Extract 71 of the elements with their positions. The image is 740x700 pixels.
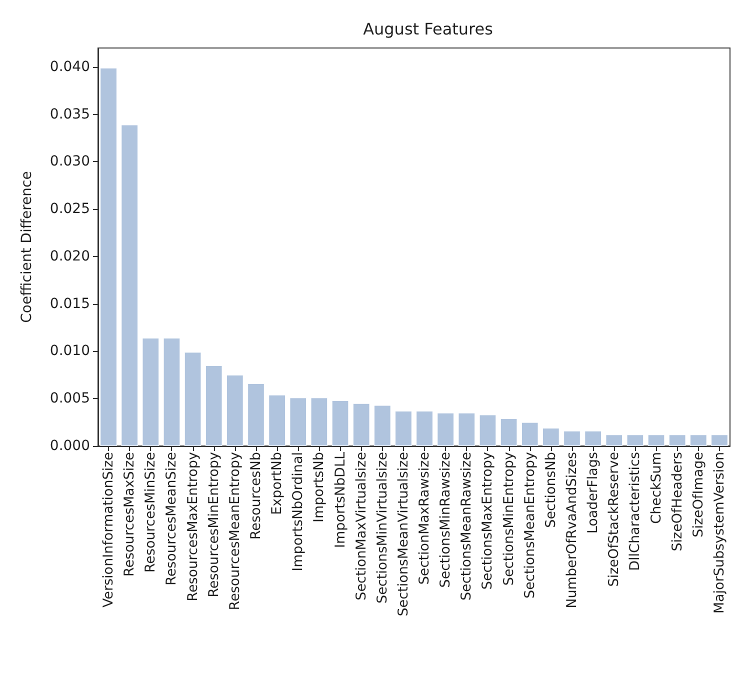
x-tick-label: NumberOfRvaAndSizes <box>564 452 580 608</box>
x-tick-label: ResourcesMinEntropy <box>206 452 222 598</box>
y-tick-label: 0.025 <box>50 201 90 218</box>
x-tick-label: ResourcesMaxSize <box>122 452 138 577</box>
y-tick-label: 0.020 <box>50 248 90 264</box>
x-tick-label: ImportsNbOrdinal <box>290 452 306 572</box>
x-tick-label: SectionsMinEntropy <box>500 452 517 586</box>
x-tick-label: ImportsNbDLL <box>332 452 348 548</box>
bar <box>100 68 117 446</box>
y-tick-label: 0.030 <box>50 154 90 170</box>
y-tick-label: 0.005 <box>50 390 90 407</box>
bar <box>163 338 180 446</box>
bar <box>142 338 160 446</box>
y-tick-label: 0.040 <box>50 58 90 75</box>
bar <box>521 422 538 446</box>
bar <box>690 434 707 446</box>
bar <box>416 410 433 446</box>
x-tick-label: SectionMaxVirtualsize <box>353 452 370 600</box>
x-tick-label: SectionsMinRawsize <box>438 452 454 588</box>
chart-title: August Features <box>363 20 493 38</box>
bar <box>606 434 623 446</box>
x-tick-label: SectionsMeanEntropy <box>522 452 538 598</box>
bar <box>711 434 728 446</box>
bar <box>564 430 580 446</box>
bar <box>332 400 349 446</box>
bar <box>437 412 454 446</box>
y-tick-label: 0.015 <box>50 296 90 312</box>
bar <box>205 365 222 446</box>
bar <box>626 434 644 446</box>
x-tick-label: SectionsMeanRawsize <box>458 452 475 601</box>
x-tick-label: ExportNb <box>269 452 286 515</box>
y-tick-label: 0.000 <box>50 438 90 454</box>
x-tick-label: SectionsMaxEntropy <box>480 452 496 590</box>
x-tick-label: ResourcesMinSize <box>142 452 159 573</box>
bar <box>226 374 244 446</box>
bar <box>584 430 602 446</box>
x-tick-label: LoaderFlags <box>585 452 602 534</box>
x-tick-label: SizeOfStackReserve <box>606 452 622 587</box>
y-axis-title: Coefficient Difference <box>19 171 35 323</box>
bar <box>500 418 518 446</box>
bar <box>458 412 476 446</box>
bar <box>542 428 560 446</box>
bar <box>395 410 412 446</box>
x-tick-label: ResourcesMaxEntropy <box>184 452 201 602</box>
x-tick-label: SectionsMinVirtualsize <box>374 452 390 604</box>
x-tick-label: VersionInformationSize <box>100 452 117 608</box>
x-tick-label: ResourcesMeanSize <box>164 452 180 586</box>
x-tick-label: CheckSum <box>648 452 664 524</box>
x-tick-label: SectionsMeanVirtualsize <box>395 452 412 616</box>
bar <box>184 352 202 446</box>
bar <box>374 405 391 446</box>
bar <box>479 414 496 446</box>
bar <box>121 124 138 446</box>
bar <box>248 383 264 446</box>
x-tick-label: ResourcesNb <box>248 452 264 540</box>
bar <box>310 398 328 446</box>
y-tick-label: 0.010 <box>50 343 90 360</box>
bar <box>268 394 286 446</box>
bar <box>668 434 686 446</box>
x-tick-label: SectionsNb <box>542 452 559 528</box>
x-tick-label: SizeOfImage <box>690 452 706 538</box>
x-tick-label: SectionMaxRawsize <box>416 452 433 585</box>
x-tick-label: MajorSubsystemVersion <box>711 452 728 614</box>
y-tick-label: 0.035 <box>50 106 90 122</box>
bar <box>290 398 307 446</box>
bar <box>648 434 665 446</box>
bar <box>352 403 370 446</box>
x-tick-label: ImportsNb <box>311 452 328 523</box>
x-tick-label: SizeOfHeaders <box>669 452 686 552</box>
x-tick-label: ResourcesMeanEntropy <box>226 452 243 610</box>
x-tick-label: DllCharacteristics <box>627 452 644 571</box>
